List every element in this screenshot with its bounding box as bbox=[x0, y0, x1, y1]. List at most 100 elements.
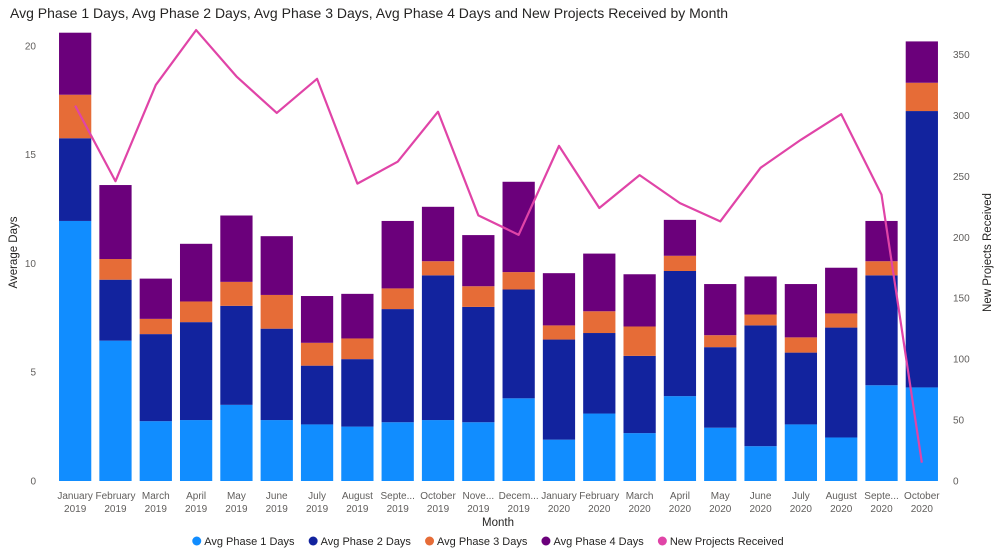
bar-segment bbox=[381, 422, 414, 481]
bar-segment bbox=[744, 446, 777, 481]
bar-segment bbox=[583, 333, 616, 414]
y2-axis-title: New Projects Received bbox=[982, 193, 994, 312]
bar-segment bbox=[341, 293, 374, 339]
bar-segment bbox=[220, 305, 253, 405]
legend-label: Avg Phase 1 Days bbox=[204, 536, 295, 548]
bar-segment bbox=[462, 235, 495, 287]
x-tick-label: 2019 bbox=[64, 504, 87, 515]
bar-segment bbox=[704, 335, 737, 348]
x-tick-label: 2020 bbox=[830, 504, 853, 515]
x-tick-label: June bbox=[266, 491, 288, 502]
x-tick-label: 2019 bbox=[508, 504, 531, 515]
y-tick-label: 20 bbox=[25, 41, 37, 52]
bar-segment bbox=[59, 94, 92, 139]
bar-segment bbox=[260, 328, 293, 421]
bar-segment bbox=[865, 385, 898, 481]
y2-tick-label: 350 bbox=[953, 50, 970, 61]
bar-segment bbox=[139, 421, 172, 481]
bar-segment bbox=[542, 439, 576, 481]
y-tick-label: 0 bbox=[30, 477, 36, 488]
y2-tick-label: 250 bbox=[953, 172, 970, 183]
x-tick-label: 2020 bbox=[749, 504, 772, 515]
bar-segment bbox=[784, 424, 818, 481]
bar-segment bbox=[744, 325, 777, 447]
bar-segment bbox=[139, 278, 172, 319]
x-tick-label: 2019 bbox=[387, 504, 410, 515]
x-tick-label: 2019 bbox=[104, 504, 127, 515]
bar-segment bbox=[542, 339, 576, 440]
bar-segment bbox=[462, 422, 495, 481]
bar-segment bbox=[542, 325, 576, 340]
x-tick-label: Nove... bbox=[462, 491, 494, 502]
bar-segment bbox=[421, 420, 455, 481]
bar-segment bbox=[825, 327, 858, 438]
x-tick-label: 2019 bbox=[225, 504, 248, 515]
bar-segment bbox=[220, 404, 253, 481]
bar-segment bbox=[341, 426, 374, 481]
bar-segment bbox=[704, 427, 737, 481]
bar-segment bbox=[99, 279, 132, 341]
bar-segment bbox=[502, 289, 535, 399]
bar-segment bbox=[381, 220, 414, 289]
legend-marker bbox=[425, 536, 435, 546]
bar-segment bbox=[583, 253, 616, 312]
bar-segment bbox=[825, 437, 858, 481]
y-tick-label: 5 bbox=[30, 368, 36, 379]
bar-segment bbox=[421, 275, 455, 421]
x-tick-label: 2019 bbox=[427, 504, 450, 515]
bar-segment bbox=[583, 311, 616, 334]
legend-marker bbox=[541, 536, 551, 546]
x-tick-label: May bbox=[711, 491, 730, 502]
y2-tick-label: 50 bbox=[953, 416, 965, 427]
bar-segment bbox=[784, 284, 818, 338]
y-tick-label: 15 bbox=[25, 150, 37, 161]
bar-segment bbox=[502, 398, 535, 481]
x-tick-label: 2019 bbox=[266, 504, 289, 515]
bar-segment bbox=[865, 261, 898, 276]
x-tick-label: May bbox=[227, 491, 246, 502]
x-tick-label: August bbox=[342, 491, 373, 502]
y2-tick-label: 200 bbox=[953, 233, 970, 244]
bar-segment bbox=[905, 387, 938, 481]
x-tick-label: 2020 bbox=[548, 504, 571, 515]
bar-segment bbox=[99, 340, 132, 481]
legend-marker bbox=[657, 536, 667, 546]
bar-segment bbox=[865, 275, 898, 386]
bar-segment bbox=[462, 286, 495, 307]
bar-segment bbox=[260, 236, 293, 295]
x-tick-label: 2019 bbox=[346, 504, 369, 515]
legend-label: New Projects Received bbox=[670, 536, 784, 548]
x-tick-label: Septe... bbox=[864, 491, 898, 502]
x-tick-label: February bbox=[579, 491, 619, 502]
x-tick-label: 2020 bbox=[870, 504, 893, 515]
x-axis-title: Month bbox=[482, 517, 514, 529]
bar-segment bbox=[260, 294, 293, 329]
bar-segment bbox=[300, 424, 334, 481]
bar-segment bbox=[99, 259, 132, 280]
x-tick-label: 2020 bbox=[588, 504, 611, 515]
bar-segment bbox=[542, 273, 576, 326]
legend-label: Avg Phase 4 Days bbox=[553, 536, 644, 548]
bar-segment bbox=[341, 359, 374, 427]
series-line-new-projects bbox=[74, 28, 923, 463]
x-tick-label: July bbox=[792, 491, 810, 502]
legend-marker bbox=[192, 536, 202, 546]
x-tick-label: 2019 bbox=[306, 504, 329, 515]
x-tick-label: June bbox=[750, 491, 772, 502]
bar-segment bbox=[623, 326, 656, 356]
bar-segment bbox=[139, 318, 172, 335]
x-tick-label: February bbox=[95, 491, 135, 502]
legend-label: Avg Phase 2 Days bbox=[321, 536, 412, 548]
bar-segment bbox=[300, 296, 334, 343]
bar-segment bbox=[179, 420, 213, 481]
x-tick-label: 2019 bbox=[185, 504, 208, 515]
bar-segment bbox=[59, 138, 92, 221]
legend-marker bbox=[308, 536, 318, 546]
y2-tick-label: 150 bbox=[953, 294, 970, 305]
bar-segment bbox=[905, 111, 938, 388]
bar-segment bbox=[179, 243, 213, 302]
bar-segment bbox=[704, 284, 737, 336]
bar-segment bbox=[663, 255, 697, 271]
